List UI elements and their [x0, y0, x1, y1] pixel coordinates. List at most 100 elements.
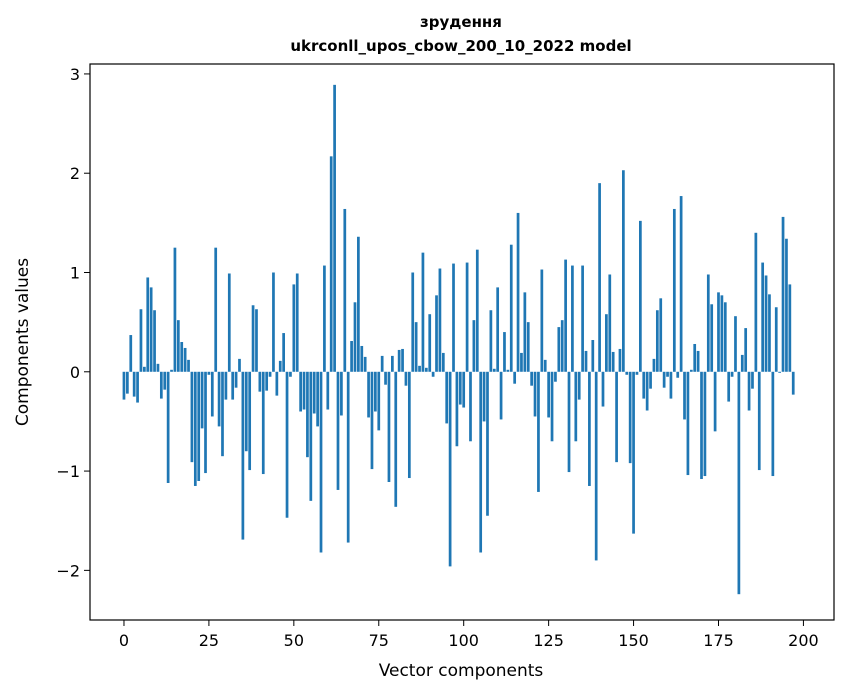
bar	[625, 371, 629, 375]
y-tick-label: 3	[70, 65, 80, 84]
bar	[577, 371, 581, 400]
bar	[706, 274, 710, 372]
bar	[778, 371, 781, 373]
bar	[513, 371, 517, 384]
x-tick-label: 50	[284, 631, 304, 650]
bar	[350, 341, 353, 372]
bar	[149, 287, 153, 372]
bar	[509, 244, 513, 372]
chart-title-line1: зрудення	[420, 13, 502, 31]
bar	[407, 371, 411, 479]
bar	[757, 371, 761, 471]
bar	[700, 371, 703, 480]
bar	[224, 371, 228, 400]
bar	[516, 212, 520, 372]
bar	[601, 371, 605, 407]
bar	[234, 371, 238, 388]
bar	[231, 371, 235, 400]
bar	[635, 371, 639, 375]
bar	[499, 371, 503, 420]
bar	[571, 265, 574, 372]
bar	[221, 371, 224, 457]
bars-group	[122, 84, 795, 595]
bar	[424, 367, 428, 372]
bar	[278, 360, 282, 372]
bar	[581, 265, 584, 372]
y-tick-label: −2	[56, 561, 80, 580]
bar	[608, 274, 612, 372]
bar	[367, 371, 370, 418]
bar	[418, 365, 421, 372]
bar	[659, 298, 663, 372]
bar	[717, 292, 720, 372]
bar	[391, 355, 394, 372]
bar	[655, 310, 659, 372]
bar	[153, 310, 156, 372]
bar	[431, 371, 435, 377]
bar	[645, 371, 649, 411]
bar	[309, 371, 313, 501]
bar	[458, 371, 462, 405]
plot-frame	[89, 63, 835, 621]
bar	[299, 371, 302, 412]
bar	[676, 371, 680, 378]
y-tick-label: 0	[70, 363, 80, 382]
bar	[401, 348, 404, 372]
bar	[492, 368, 496, 372]
bar	[143, 366, 146, 372]
bar	[482, 371, 486, 422]
bar	[363, 356, 367, 372]
bar	[689, 369, 693, 372]
bar	[526, 322, 530, 372]
bar	[730, 371, 734, 377]
bar	[129, 335, 133, 372]
bar	[326, 371, 330, 410]
bar	[214, 247, 218, 372]
bar	[357, 236, 360, 372]
bar	[584, 350, 588, 372]
bar	[197, 371, 201, 481]
bar	[323, 265, 326, 372]
x-tick-label: 100	[448, 631, 479, 650]
bar	[713, 371, 717, 432]
bar	[740, 354, 744, 372]
bar	[622, 170, 625, 372]
x-axis-ticks: 0 25 50 75 100 125 150 175 200	[119, 620, 819, 650]
bar	[751, 371, 754, 389]
bar	[496, 287, 500, 372]
bar	[489, 310, 493, 372]
bar	[679, 196, 683, 372]
bar	[649, 371, 652, 389]
bar	[238, 358, 241, 372]
x-tick-label: 75	[369, 631, 389, 650]
bar	[771, 371, 775, 477]
x-tick-label: 150	[618, 631, 649, 650]
bar	[302, 371, 306, 410]
bar	[744, 328, 748, 372]
bar	[723, 302, 727, 372]
bar	[132, 371, 136, 397]
bar	[204, 371, 207, 474]
bar	[642, 371, 646, 399]
bar	[445, 371, 449, 424]
bar	[469, 371, 472, 442]
bar	[734, 316, 737, 372]
bar	[567, 371, 571, 473]
bar	[306, 371, 309, 458]
bar	[672, 208, 676, 372]
bar	[435, 295, 438, 372]
bar	[639, 220, 642, 372]
bar	[316, 371, 319, 427]
bar	[380, 355, 384, 372]
bar	[720, 295, 724, 372]
bar	[289, 371, 292, 377]
bar	[370, 371, 374, 470]
bar	[248, 371, 252, 471]
bar	[693, 343, 697, 372]
bar	[159, 371, 163, 399]
bar	[520, 352, 523, 372]
bar	[550, 371, 554, 442]
bar	[275, 371, 279, 396]
bar	[285, 371, 289, 518]
bar	[737, 371, 741, 595]
